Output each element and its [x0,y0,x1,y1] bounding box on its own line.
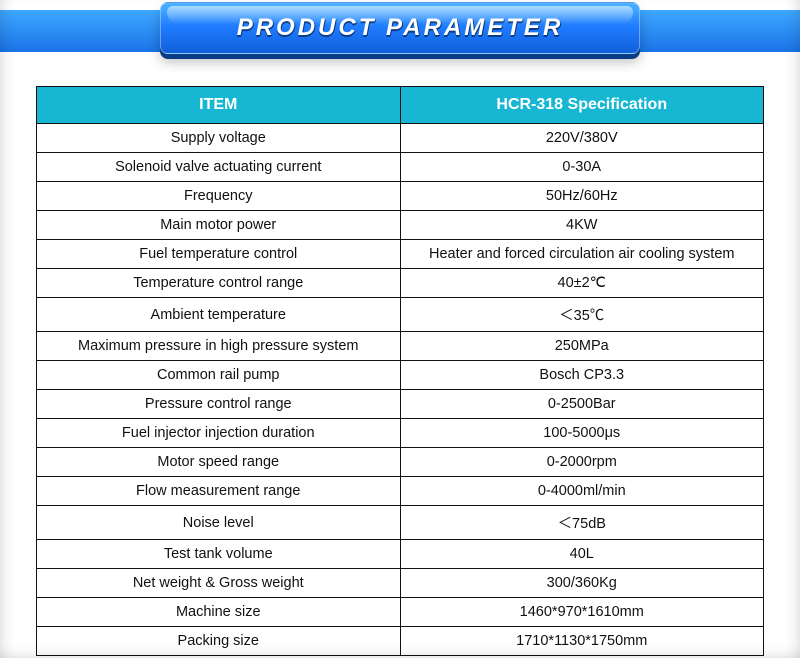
banner: PRODUCT PARAMETER [0,0,800,70]
cell-spec: 1710*1130*1750mm [400,627,764,656]
cell-spec: ＜75dB [400,506,764,540]
cell-item: Pressure control range [37,390,401,419]
cell-item: Net weight & Gross weight [37,569,401,598]
cell-item: Fuel injector injection duration [37,419,401,448]
spec-table: ITEM HCR-318 Specification Supply voltag… [36,86,764,656]
table-row: Motor speed range0-2000rpm [37,448,764,477]
cell-spec: 40±2℃ [400,269,764,298]
cell-spec: 300/360Kg [400,569,764,598]
table-row: Flow measurement range0-4000ml/min [37,477,764,506]
table-row: Fuel temperature controlHeater and force… [37,240,764,269]
cell-item: Supply voltage [37,124,401,153]
cell-spec: 220V/380V [400,124,764,153]
cell-spec: 40L [400,540,764,569]
cell-item: Ambient temperature [37,298,401,332]
cell-spec: ＜35℃ [400,298,764,332]
banner-title: PRODUCT PARAMETER [237,14,564,42]
table-row: Supply voltage220V/380V [37,124,764,153]
table-row: Ambient temperature＜35℃ [37,298,764,332]
cell-item: Solenoid valve actuating current [37,153,401,182]
cell-item: Packing size [37,627,401,656]
cell-spec: 100-5000μs [400,419,764,448]
cell-item: Machine size [37,598,401,627]
table-row: Temperature control range40±2℃ [37,269,764,298]
table-row: Packing size1710*1130*1750mm [37,627,764,656]
table-row: Main motor power4KW [37,211,764,240]
table-row: Test tank volume40L [37,540,764,569]
table-header-row: ITEM HCR-318 Specification [37,87,764,124]
cell-item: Main motor power [37,211,401,240]
cell-item: Noise level [37,506,401,540]
cell-spec: Heater and forced circulation air coolin… [400,240,764,269]
cell-item: Motor speed range [37,448,401,477]
cell-item: Temperature control range [37,269,401,298]
table-row: Machine size1460*970*1610mm [37,598,764,627]
banner-plate: PRODUCT PARAMETER [160,2,640,54]
cell-spec: 0-2500Bar [400,390,764,419]
cell-spec: 50Hz/60Hz [400,182,764,211]
cell-spec: Bosch CP3.3 [400,361,764,390]
banner-ribbon-right [620,10,800,52]
table-row: Common rail pumpBosch CP3.3 [37,361,764,390]
table-row: Pressure control range0-2500Bar [37,390,764,419]
table-header-item: ITEM [37,87,401,124]
cell-spec: 4KW [400,211,764,240]
table-row: Fuel injector injection duration100-5000… [37,419,764,448]
cell-spec: 0-4000ml/min [400,477,764,506]
table-row: Net weight & Gross weight300/360Kg [37,569,764,598]
table-row: Maximum pressure in high pressure system… [37,332,764,361]
cell-spec: 0-2000rpm [400,448,764,477]
table-row: Solenoid valve actuating current0-30A [37,153,764,182]
table-body: Supply voltage220V/380VSolenoid valve ac… [37,124,764,656]
spec-table-wrap: ITEM HCR-318 Specification Supply voltag… [0,70,800,658]
cell-item: Fuel temperature control [37,240,401,269]
cell-item: Maximum pressure in high pressure system [37,332,401,361]
table-header-spec: HCR-318 Specification [400,87,764,124]
table-row: Noise level＜75dB [37,506,764,540]
table-row: Frequency50Hz/60Hz [37,182,764,211]
cell-item: Test tank volume [37,540,401,569]
cell-spec: 0-30A [400,153,764,182]
cell-item: Flow measurement range [37,477,401,506]
cell-spec: 1460*970*1610mm [400,598,764,627]
cell-spec: 250MPa [400,332,764,361]
cell-item: Frequency [37,182,401,211]
banner-ribbon-left [0,10,180,52]
cell-item: Common rail pump [37,361,401,390]
